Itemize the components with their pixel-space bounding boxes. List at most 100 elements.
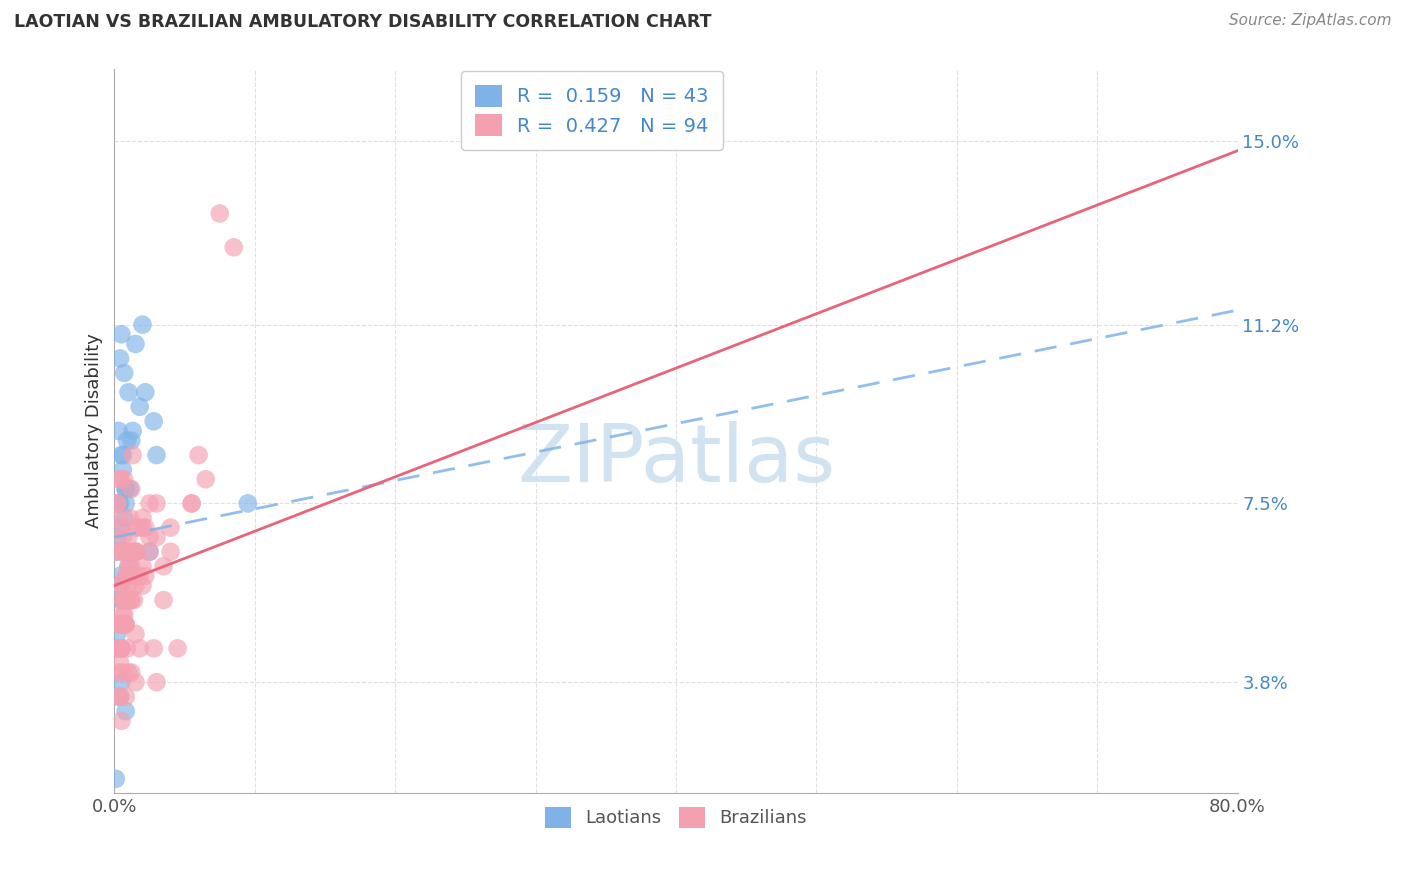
Point <box>108 569 131 583</box>
Point <box>115 578 138 592</box>
Point <box>145 448 167 462</box>
Point <box>111 593 134 607</box>
Point <box>138 545 160 559</box>
Text: Source: ZipAtlas.com: Source: ZipAtlas.com <box>1229 13 1392 29</box>
Point <box>108 690 131 704</box>
Point <box>152 559 174 574</box>
Point <box>131 318 153 332</box>
Point <box>145 496 167 510</box>
Point <box>236 496 259 510</box>
Point <box>105 690 128 704</box>
Point <box>107 641 129 656</box>
Point <box>107 424 129 438</box>
Point <box>120 665 142 680</box>
Point <box>117 530 139 544</box>
Text: LAOTIAN VS BRAZILIAN AMBULATORY DISABILITY CORRELATION CHART: LAOTIAN VS BRAZILIAN AMBULATORY DISABILI… <box>14 13 711 31</box>
Point <box>117 665 139 680</box>
Point <box>112 593 135 607</box>
Point <box>194 472 217 486</box>
Point <box>110 617 132 632</box>
Point <box>111 607 134 622</box>
Point <box>110 641 132 656</box>
Point <box>125 569 148 583</box>
Point <box>131 520 153 534</box>
Point <box>124 545 146 559</box>
Point <box>107 665 129 680</box>
Point <box>187 448 209 462</box>
Text: ZIPatlas: ZIPatlas <box>517 421 835 499</box>
Point <box>110 714 132 728</box>
Point <box>105 496 128 510</box>
Point <box>180 496 202 510</box>
Point <box>114 482 136 496</box>
Point <box>112 472 135 486</box>
Point <box>104 545 127 559</box>
Point <box>107 511 129 525</box>
Point <box>115 434 138 448</box>
Point <box>121 424 143 438</box>
Point <box>128 641 150 656</box>
Point <box>108 351 131 366</box>
Point <box>110 578 132 592</box>
Point <box>117 559 139 574</box>
Point <box>110 520 132 534</box>
Point <box>125 545 148 559</box>
Point <box>115 641 138 656</box>
Point <box>111 545 134 559</box>
Point <box>114 617 136 632</box>
Point <box>138 530 160 544</box>
Point <box>111 593 134 607</box>
Point <box>134 569 156 583</box>
Point <box>111 593 134 607</box>
Point <box>115 593 138 607</box>
Point <box>111 593 134 607</box>
Point <box>115 569 138 583</box>
Point <box>159 520 181 534</box>
Point <box>114 690 136 704</box>
Point <box>124 337 146 351</box>
Point <box>124 520 146 534</box>
Point <box>121 448 143 462</box>
Point <box>180 496 202 510</box>
Point <box>105 627 128 641</box>
Point <box>145 530 167 544</box>
Point <box>111 530 134 544</box>
Point <box>108 593 131 607</box>
Point <box>131 511 153 525</box>
Point <box>120 482 142 496</box>
Point <box>117 385 139 400</box>
Point <box>112 366 135 380</box>
Point <box>108 472 131 486</box>
Point <box>118 511 141 525</box>
Point <box>114 545 136 559</box>
Point <box>115 569 138 583</box>
Point <box>134 385 156 400</box>
Point <box>108 472 131 486</box>
Point <box>110 641 132 656</box>
Point <box>124 627 146 641</box>
Point <box>120 593 142 607</box>
Point <box>112 617 135 632</box>
Point <box>114 593 136 607</box>
Point <box>122 545 145 559</box>
Point <box>166 641 188 656</box>
Point <box>108 496 131 510</box>
Point <box>108 641 131 656</box>
Point <box>110 327 132 342</box>
Point <box>138 496 160 510</box>
Point <box>112 511 135 525</box>
Point <box>111 462 134 476</box>
Point <box>222 240 245 254</box>
Point <box>159 545 181 559</box>
Point <box>105 530 128 544</box>
Point <box>114 482 136 496</box>
Point <box>108 617 131 632</box>
Point <box>152 593 174 607</box>
Point <box>117 593 139 607</box>
Point <box>114 617 136 632</box>
Point <box>118 569 141 583</box>
Point <box>111 448 134 462</box>
Point <box>128 400 150 414</box>
Point <box>112 607 135 622</box>
Point <box>145 675 167 690</box>
